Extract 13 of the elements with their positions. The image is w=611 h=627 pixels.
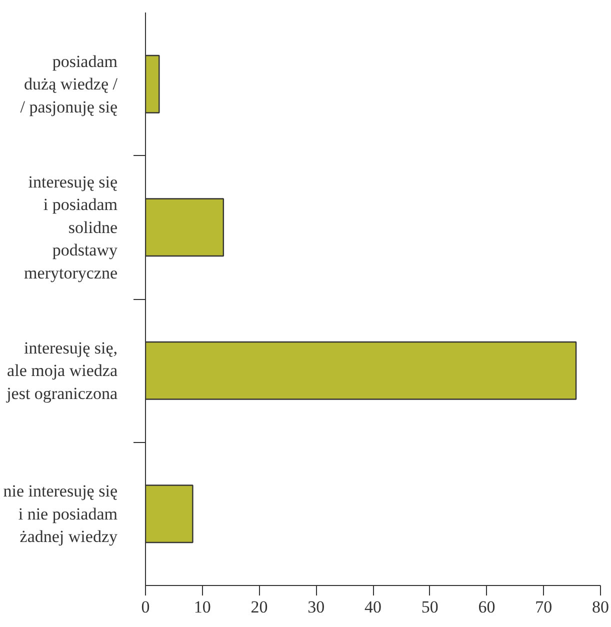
x-tick-label: 80: [592, 598, 609, 616]
x-tick-label: 60: [478, 598, 496, 616]
y-tick-label: interesuję się, ale moja wiedza jest ograniczona: [6, 338, 118, 403]
y-tick-label: interesuję się i posiadam solidne podstawy merytoryczne: [24, 172, 118, 282]
y-tick-label: nie interesuję się i nie posiadam żadnej wiedzy: [3, 482, 118, 546]
x-tick-label: 70: [535, 598, 552, 616]
x-tick-label: 40: [364, 598, 382, 616]
x-tick-label: 20: [250, 598, 268, 616]
x-tick-label: 50: [421, 598, 438, 616]
x-tick-label: 30: [308, 598, 325, 616]
x-tick-label: 0: [141, 598, 150, 616]
y-tick-label: posiadam dużą wiedzę / / pasjonuję się: [20, 52, 118, 116]
x-tick-label: 10: [194, 598, 211, 616]
